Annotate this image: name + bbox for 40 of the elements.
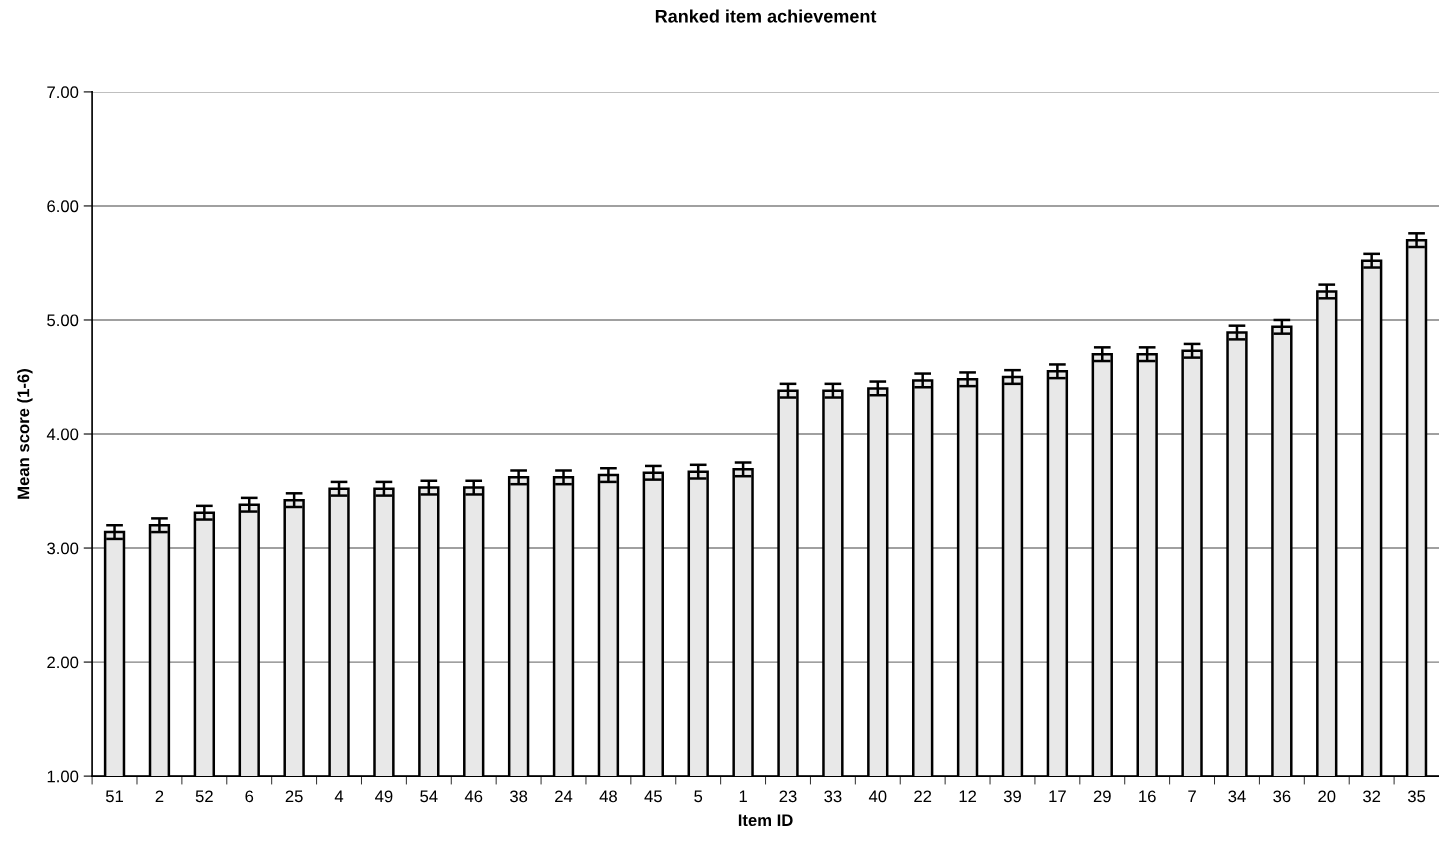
y-tick-label: 1.00 xyxy=(47,770,79,783)
x-tick-label: 52 xyxy=(195,790,213,803)
x-tick-label: 35 xyxy=(1407,790,1426,803)
y-axis-title: Mean score (1-6) xyxy=(17,369,33,499)
x-tick-label: 7 xyxy=(1188,790,1196,803)
chart-title: Ranked item achievement xyxy=(655,9,877,23)
x-tick-label: 34 xyxy=(1228,790,1246,803)
x-tick-label: 33 xyxy=(824,790,842,803)
x-tick-label: 22 xyxy=(914,790,932,803)
x-tick-label: 46 xyxy=(464,790,483,803)
x-tick-label: 16 xyxy=(1139,790,1156,803)
y-tick-label: 3.00 xyxy=(47,542,79,555)
y-tick-label: 6.00 xyxy=(47,200,79,213)
x-tick-label: 39 xyxy=(1003,790,1021,803)
x-tick-label: 45 xyxy=(644,790,662,803)
x-tick-label: 2 xyxy=(155,790,164,803)
x-tick-label: 20 xyxy=(1318,790,1336,803)
y-tick-label: 7.00 xyxy=(47,86,79,99)
x-tick-label: 29 xyxy=(1093,790,1111,803)
x-tick-label: 24 xyxy=(555,790,573,803)
x-tick-label: 40 xyxy=(868,790,887,803)
x-tick-label: 1 xyxy=(739,790,747,803)
x-tick-label: 5 xyxy=(694,790,703,803)
y-tick-label: 4.00 xyxy=(46,428,79,441)
x-tick-label: 54 xyxy=(420,790,438,803)
x-tick-label: 38 xyxy=(509,790,528,803)
x-tick-label: 6 xyxy=(245,790,254,803)
x-tick-label: 23 xyxy=(779,790,797,803)
x-tick-label: 17 xyxy=(1049,790,1066,803)
x-axis-title: Item ID xyxy=(738,814,793,827)
x-tick-label: 49 xyxy=(375,790,393,803)
x-tick-label: 48 xyxy=(599,790,617,803)
x-tick-label: 32 xyxy=(1363,790,1381,803)
x-tick-label: 25 xyxy=(285,790,303,803)
y-tick-label: 2.00 xyxy=(47,656,79,669)
x-tick-label: 4 xyxy=(334,790,344,803)
x-tick-label: 36 xyxy=(1273,790,1291,803)
y-tick-label: 5.00 xyxy=(47,314,79,327)
x-tick-label: 12 xyxy=(959,790,977,803)
x-tick-label: 51 xyxy=(105,790,123,803)
